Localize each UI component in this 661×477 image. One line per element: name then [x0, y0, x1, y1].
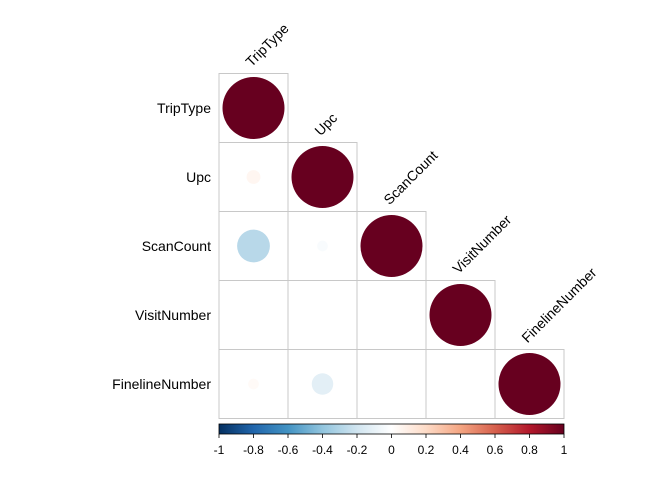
cell-VisitNumber-TripType	[218, 280, 289, 350]
circle-FinelineNumber-TripType	[248, 378, 259, 390]
column-label: FinelineNumber	[518, 264, 599, 345]
row-label: Upc	[186, 169, 211, 185]
colorbar-tick-label: -0.2	[347, 443, 368, 457]
circle-ScanCount-ScanCount	[360, 215, 423, 277]
cell-VisitNumber-Upc	[287, 280, 358, 350]
colorbar-tick-label: -1	[214, 443, 225, 457]
colorbar: -1 -0.8 -0.6 -0.4 -0.2 0 0.2 0.4 0.6 0.8 1	[214, 423, 568, 457]
colorbar-tick-label: 0.8	[521, 443, 538, 457]
colorbar-tick-label: 0.6	[487, 443, 504, 457]
column-label: TripType	[242, 20, 292, 70]
colorbar-tick-label: 0.4	[452, 443, 469, 457]
row-labels: TripType Upc ScanCount VisitNumber FinelineN…	[112, 100, 211, 392]
cell-FinelineNumber-ScanCount	[356, 349, 427, 419]
colorbar-tick-label: 0	[388, 443, 395, 457]
cell-VisitNumber-ScanCount	[356, 280, 427, 350]
circle-FinelineNumber-Upc	[311, 373, 334, 395]
correlation-circles	[222, 77, 561, 415]
circle-ScanCount-TripType	[237, 229, 270, 263]
circle-ScanCount-Upc	[317, 240, 328, 252]
row-label: ScanCount	[142, 238, 211, 254]
colorbar-tick-label: 0.2	[418, 443, 435, 457]
row-label: FinelineNumber	[112, 376, 211, 392]
circle-Upc-TripType	[246, 170, 261, 184]
column-label: VisitNumber	[449, 211, 514, 276]
colorbar-tick-label: -0.6	[278, 443, 299, 457]
circle-VisitNumber-VisitNumber	[429, 284, 492, 346]
circle-TripType-TripType	[222, 77, 285, 139]
column-label: ScanCount	[380, 147, 440, 207]
circle-FinelineNumber-FinelineNumber	[498, 353, 561, 415]
row-label: VisitNumber	[135, 307, 211, 323]
colorbar-tick-label: 1	[561, 443, 568, 457]
column-label: Upc	[311, 110, 340, 139]
colorbar-tick-label: -0.8	[243, 443, 264, 457]
cell-FinelineNumber-VisitNumber	[425, 349, 496, 419]
colorbar-tick-label: -0.4	[312, 443, 333, 457]
colorbar-gradient	[218, 423, 565, 435]
circle-Upc-Upc	[291, 146, 354, 208]
row-label: TripType	[157, 100, 211, 116]
